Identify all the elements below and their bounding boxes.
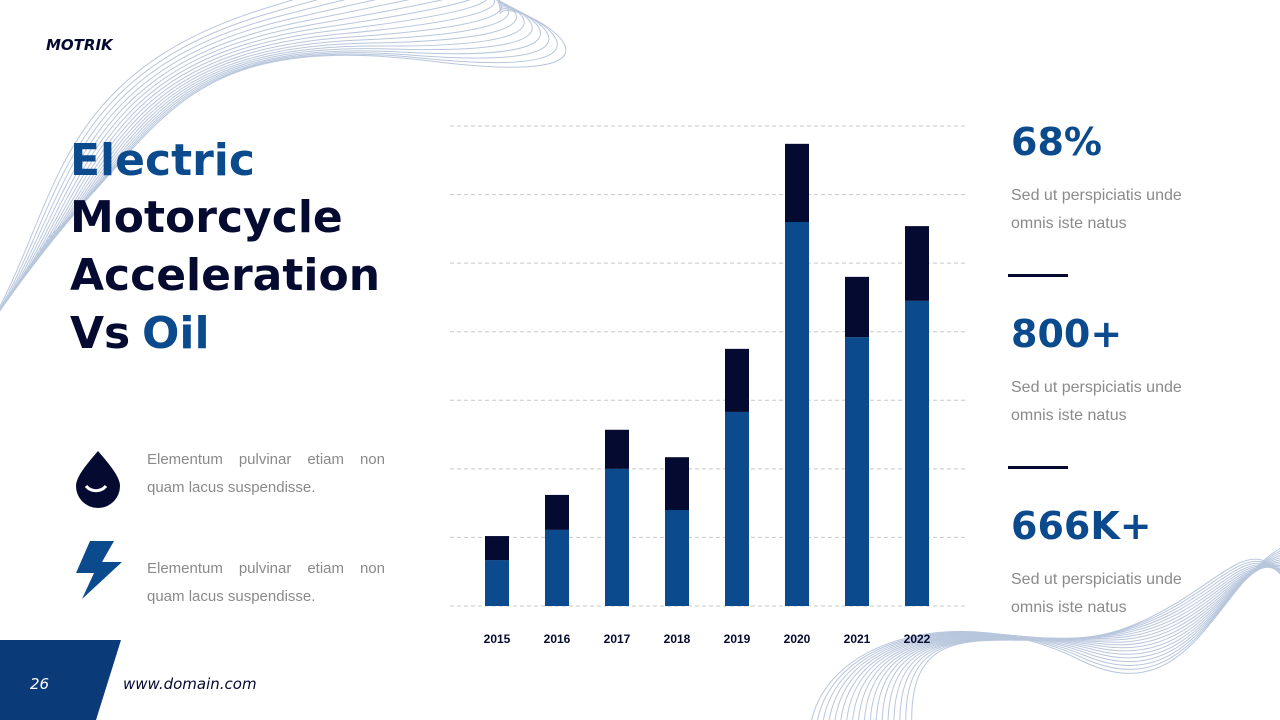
wave [887, 565, 1280, 720]
wave [893, 564, 1280, 720]
bar-segment [665, 457, 689, 510]
title-line: Motorcycle [70, 192, 343, 243]
bar-segment [785, 143, 809, 222]
wave [0, 0, 319, 310]
page-badge [0, 640, 121, 720]
stat-value: 666K+ [1011, 504, 1152, 548]
bar-segment [725, 348, 749, 412]
bar-segment [725, 411, 749, 606]
title-line: Oil [142, 308, 210, 359]
divider [1008, 274, 1068, 277]
wave [0, 0, 295, 308]
bolt-icon [76, 541, 122, 599]
x-tick-label: 2020 [784, 632, 811, 646]
bar-segment [605, 429, 629, 469]
wave [47, 9, 567, 239]
stat-value: 68% [1011, 120, 1102, 164]
wave [881, 566, 1280, 720]
bar-segment [905, 300, 929, 606]
bar-segment [545, 529, 569, 606]
wave [875, 566, 1280, 720]
feature-text: Elementum pulvinar etiam non quam lacus … [147, 560, 385, 605]
wave [3, 0, 471, 305]
wave [852, 563, 1280, 720]
wave [11, 0, 495, 293]
stat-text: Sed ut perspiciatis unde omnis iste natu… [1011, 571, 1182, 616]
title-line: Vs [70, 308, 131, 359]
wave [870, 566, 1280, 720]
title-line: Acceleration [70, 250, 381, 301]
x-tick-label: 2016 [544, 632, 571, 646]
footer-url: www.domain.com [123, 675, 257, 693]
drop-icon [76, 451, 120, 508]
wave [864, 565, 1280, 720]
wave [905, 560, 1280, 720]
bar-segment [485, 560, 509, 606]
wave [0, 0, 346, 311]
x-tick-label: 2015 [484, 632, 511, 646]
wave [899, 562, 1280, 720]
bar-segment [545, 494, 569, 530]
x-tick-label: 2017 [604, 632, 631, 646]
stat-text: Sed ut perspiciatis unde omnis iste natu… [1011, 379, 1182, 424]
x-tick-label: 2022 [904, 632, 931, 646]
x-tick-label: 2019 [724, 632, 751, 646]
page-number: 26 [30, 675, 50, 693]
bar-segment [845, 276, 869, 338]
bar-segment [785, 222, 809, 606]
bar-segment [665, 510, 689, 606]
bar-segment [605, 468, 629, 606]
title-line: Electric [70, 135, 255, 186]
wave [0, 0, 377, 312]
wave [7, 0, 488, 299]
stat-text: Sed ut perspiciatis unde omnis iste natu… [1011, 187, 1182, 232]
wave [911, 558, 1280, 720]
bar-segment [905, 226, 929, 301]
wave [846, 561, 1280, 720]
wave [0, 0, 444, 311]
x-tick-label: 2021 [844, 632, 871, 646]
logo: MOTRIK [46, 36, 113, 54]
bar-segment [845, 337, 869, 606]
divider [1008, 466, 1068, 469]
feature-text: Elementum pulvinar etiam non quam lacus … [147, 451, 385, 496]
bar-segment [485, 536, 509, 561]
x-tick-label: 2018 [664, 632, 691, 646]
wave [858, 564, 1280, 720]
stat-value: 800+ [1011, 312, 1123, 356]
wave [0, 0, 410, 312]
